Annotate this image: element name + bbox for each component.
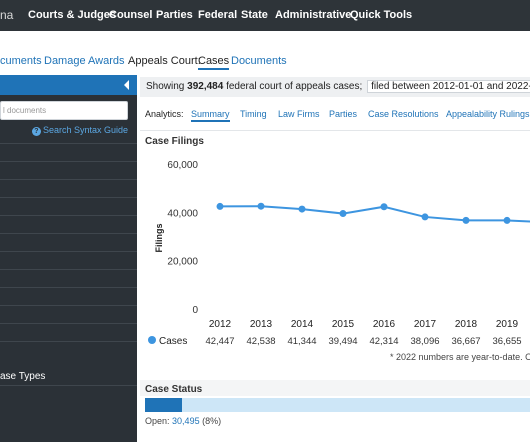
data-point <box>462 216 470 224</box>
series-line-cases <box>219 205 530 223</box>
section-divider <box>140 130 530 131</box>
brand-logo[interactable]: na <box>0 8 14 22</box>
y-tick-label: 0 <box>192 305 198 316</box>
case-filings-chart: 60,000 40,000 20,000 0 Filings 2012 2013 2014 20… <box>148 160 530 347</box>
y-axis-label: Filings <box>154 224 164 253</box>
open-cases-percent: (8%) <box>202 416 222 426</box>
chart-footnote: * 2022 numbers are year-to-date. Op <box>390 352 530 362</box>
sidebar-filter-row[interactable] <box>0 305 137 323</box>
sidebar-filter-row[interactable] <box>0 197 137 215</box>
sidebar-filter-row[interactable] <box>0 287 137 305</box>
sidebar-search-input[interactable]: l documents <box>0 101 128 120</box>
top-navigation: na Courts & Judges Counsel Parties Feder… <box>0 0 530 31</box>
subnav-documents-link[interactable]: cuments <box>0 55 42 67</box>
data-value-label: 36,667 <box>451 336 480 347</box>
y-tick-label: 20,000 <box>167 257 198 268</box>
sidebar: l documents ? Search Syntax Guide ase Typ… <box>0 75 137 442</box>
sidebar-case-types-label[interactable]: ase Types <box>0 371 46 382</box>
x-tick-label: 2017 <box>414 319 437 330</box>
x-tick-label: 2013 <box>250 319 273 330</box>
x-tick-label: 2012 <box>209 319 232 330</box>
case-status-header: Case Status <box>140 380 530 396</box>
data-value-label: 38,096 <box>410 336 439 347</box>
open-cases-bar-fill[interactable] <box>145 398 182 412</box>
open-cases-value[interactable]: 30,495 <box>172 416 200 426</box>
data-point <box>216 202 224 210</box>
search-syntax-guide-link[interactable]: ? Search Syntax Guide <box>31 125 128 136</box>
sidebar-filter-row[interactable] <box>0 161 137 179</box>
search-syntax-guide-label: Search Syntax Guide <box>42 125 128 135</box>
data-point <box>339 210 347 218</box>
sidebar-filter-row[interactable] <box>0 215 137 233</box>
data-value-label: 42,314 <box>369 336 398 347</box>
summary-suffix: federal court of appeals cases; <box>226 81 363 92</box>
tab-law-firms[interactable]: Law Firms <box>278 109 320 119</box>
nav-counsel[interactable]: Counsel <box>109 9 153 21</box>
collapse-sidebar-icon[interactable] <box>124 80 129 90</box>
legend-label-cases: Cases <box>159 336 187 347</box>
subnav-damage-awards-link[interactable]: Damage Awards <box>44 55 125 67</box>
tab-appealability-rulings[interactable]: Appealability Rulings <box>446 109 530 119</box>
sidebar-divider <box>0 385 137 386</box>
data-point <box>503 216 511 224</box>
legend-marker-cases <box>148 336 156 344</box>
sidebar-filter-row[interactable] <box>0 143 137 161</box>
summary-case-count: 392,484 <box>187 81 224 92</box>
x-tick-label: 2019 <box>496 319 519 330</box>
results-summary-bar: Showing 392,484 federal court of appeals… <box>140 77 530 97</box>
x-tick-label: 2015 <box>332 319 355 330</box>
subnav-documents-tab[interactable]: Documents <box>231 55 287 67</box>
date-filter-chip[interactable]: filed between 2012-01-01 and 2022-04-21 <box>367 80 530 93</box>
y-tick-label: 60,000 <box>167 160 198 171</box>
data-point <box>380 203 388 211</box>
data-point <box>257 202 265 210</box>
case-filings-title: Case Filings <box>145 136 204 147</box>
subnav-cases-tab[interactable]: Cases <box>198 55 230 70</box>
nav-federal[interactable]: Federal <box>198 9 238 21</box>
sidebar-header <box>0 75 137 95</box>
nav-courts-judges[interactable]: Courts & Judges <box>28 9 117 21</box>
x-tick-label: 2018 <box>455 319 478 330</box>
data-value-label: 42,538 <box>246 336 275 347</box>
sidebar-filter-row[interactable] <box>0 251 137 269</box>
summary-showing-label: Showing <box>146 81 185 92</box>
open-label: Open: <box>145 416 170 426</box>
case-status-bar[interactable] <box>145 398 530 412</box>
x-tick-label: 2014 <box>291 319 314 330</box>
sidebar-filter-row[interactable] <box>0 179 137 197</box>
nav-parties[interactable]: Parties <box>156 9 193 21</box>
data-value-label: 42,447 <box>205 336 234 347</box>
data-value-label: 41,344 <box>287 336 316 347</box>
y-tick-label: 40,000 <box>167 208 198 219</box>
nav-quick-tools[interactable]: Quick Tools <box>350 9 413 21</box>
sidebar-filter-row[interactable] <box>0 233 137 251</box>
appeals-court-label: Appeals Court: <box>128 55 201 67</box>
sidebar-filter-row[interactable] <box>0 341 137 359</box>
nav-administrative[interactable]: Administrative <box>275 9 352 21</box>
data-value-label: 39,494 <box>328 336 357 347</box>
analytics-label: Analytics: <box>145 109 184 119</box>
nav-state[interactable]: State <box>241 9 268 21</box>
tab-timing[interactable]: Timing <box>240 109 267 119</box>
tab-parties[interactable]: Parties <box>329 109 358 119</box>
case-status-title: Case Status <box>145 384 203 395</box>
data-value-label: 36,655 <box>492 336 521 347</box>
tab-summary[interactable]: Summary <box>191 109 230 122</box>
sidebar-filter-row[interactable] <box>0 323 137 341</box>
sub-navigation: cuments Damage Awards Appeals Court: Cas… <box>0 31 530 75</box>
data-point <box>298 205 306 213</box>
question-circle-icon: ? <box>31 127 41 136</box>
open-cases-summary: Open: 30,495 (8%) <box>145 416 221 426</box>
x-tick-label: 2016 <box>373 319 396 330</box>
data-point <box>421 213 429 221</box>
sidebar-filter-row[interactable] <box>0 269 137 287</box>
tab-case-resolutions[interactable]: Case Resolutions <box>368 109 439 119</box>
